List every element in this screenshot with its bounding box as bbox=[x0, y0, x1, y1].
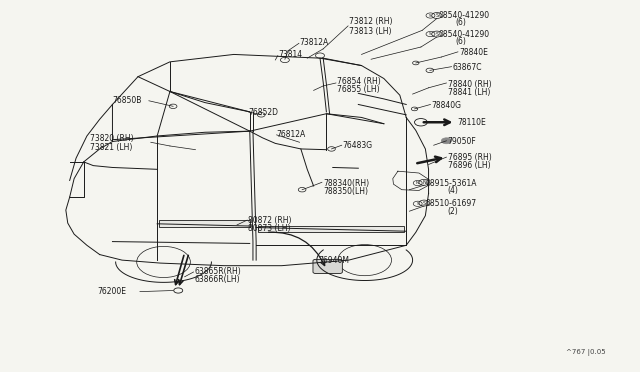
Text: 78840G: 78840G bbox=[432, 101, 461, 110]
Text: 80873 (LH): 80873 (LH) bbox=[248, 224, 291, 233]
Text: S: S bbox=[435, 32, 438, 36]
Text: 63867C: 63867C bbox=[453, 63, 483, 72]
Text: 08510-61697: 08510-61697 bbox=[426, 199, 477, 208]
Text: 78840 (RH): 78840 (RH) bbox=[448, 80, 492, 89]
Text: 76483G: 76483G bbox=[342, 141, 372, 151]
Text: S: S bbox=[429, 13, 432, 17]
Text: 788340(RH): 788340(RH) bbox=[323, 179, 369, 187]
Text: 788350(LH): 788350(LH) bbox=[323, 187, 368, 196]
Text: (2): (2) bbox=[448, 207, 458, 216]
Text: 76940M: 76940M bbox=[319, 256, 349, 265]
Text: 76855 (LH): 76855 (LH) bbox=[337, 85, 380, 94]
Text: 76854 (RH): 76854 (RH) bbox=[337, 77, 381, 86]
Text: N: N bbox=[416, 181, 419, 185]
FancyBboxPatch shape bbox=[159, 220, 250, 227]
Text: (6): (6) bbox=[456, 19, 467, 28]
Text: 08540-41290: 08540-41290 bbox=[438, 11, 489, 20]
Text: S: S bbox=[417, 202, 419, 206]
Text: 76812A: 76812A bbox=[276, 129, 306, 139]
Text: 76850B: 76850B bbox=[113, 96, 142, 105]
FancyBboxPatch shape bbox=[313, 259, 342, 273]
Text: 73812 (RH): 73812 (RH) bbox=[349, 17, 392, 26]
Text: 63866R(LH): 63866R(LH) bbox=[194, 275, 240, 284]
Text: 78841 (LH): 78841 (LH) bbox=[448, 88, 490, 97]
Text: 76200E: 76200E bbox=[98, 287, 127, 296]
Text: S: S bbox=[435, 13, 438, 18]
Circle shape bbox=[442, 138, 452, 144]
FancyBboxPatch shape bbox=[258, 226, 404, 232]
Text: ^767 |0.05: ^767 |0.05 bbox=[566, 349, 605, 356]
Text: S: S bbox=[429, 32, 432, 36]
Text: 73821 (LH): 73821 (LH) bbox=[90, 142, 132, 151]
Text: 73814: 73814 bbox=[278, 50, 303, 59]
Text: S: S bbox=[422, 201, 426, 206]
Text: 73813 (LH): 73813 (LH) bbox=[349, 26, 391, 36]
Text: 78840E: 78840E bbox=[460, 48, 488, 57]
Text: 76852D: 76852D bbox=[248, 108, 278, 117]
Text: 08915-5361A: 08915-5361A bbox=[426, 179, 477, 187]
Text: (6): (6) bbox=[456, 37, 467, 46]
Text: 76895 (RH): 76895 (RH) bbox=[448, 153, 492, 162]
Text: 08540-41290: 08540-41290 bbox=[438, 29, 489, 39]
Text: 73812A: 73812A bbox=[300, 38, 329, 47]
Text: 76896 (LH): 76896 (LH) bbox=[448, 161, 490, 170]
Text: 80872 (RH): 80872 (RH) bbox=[248, 216, 292, 225]
Text: 78110E: 78110E bbox=[458, 118, 486, 127]
Text: 63865R(RH): 63865R(RH) bbox=[194, 267, 241, 276]
Text: (4): (4) bbox=[448, 186, 459, 195]
Text: 73820 (RH): 73820 (RH) bbox=[90, 134, 134, 143]
Text: N: N bbox=[422, 180, 426, 185]
Text: 79050F: 79050F bbox=[448, 137, 476, 146]
